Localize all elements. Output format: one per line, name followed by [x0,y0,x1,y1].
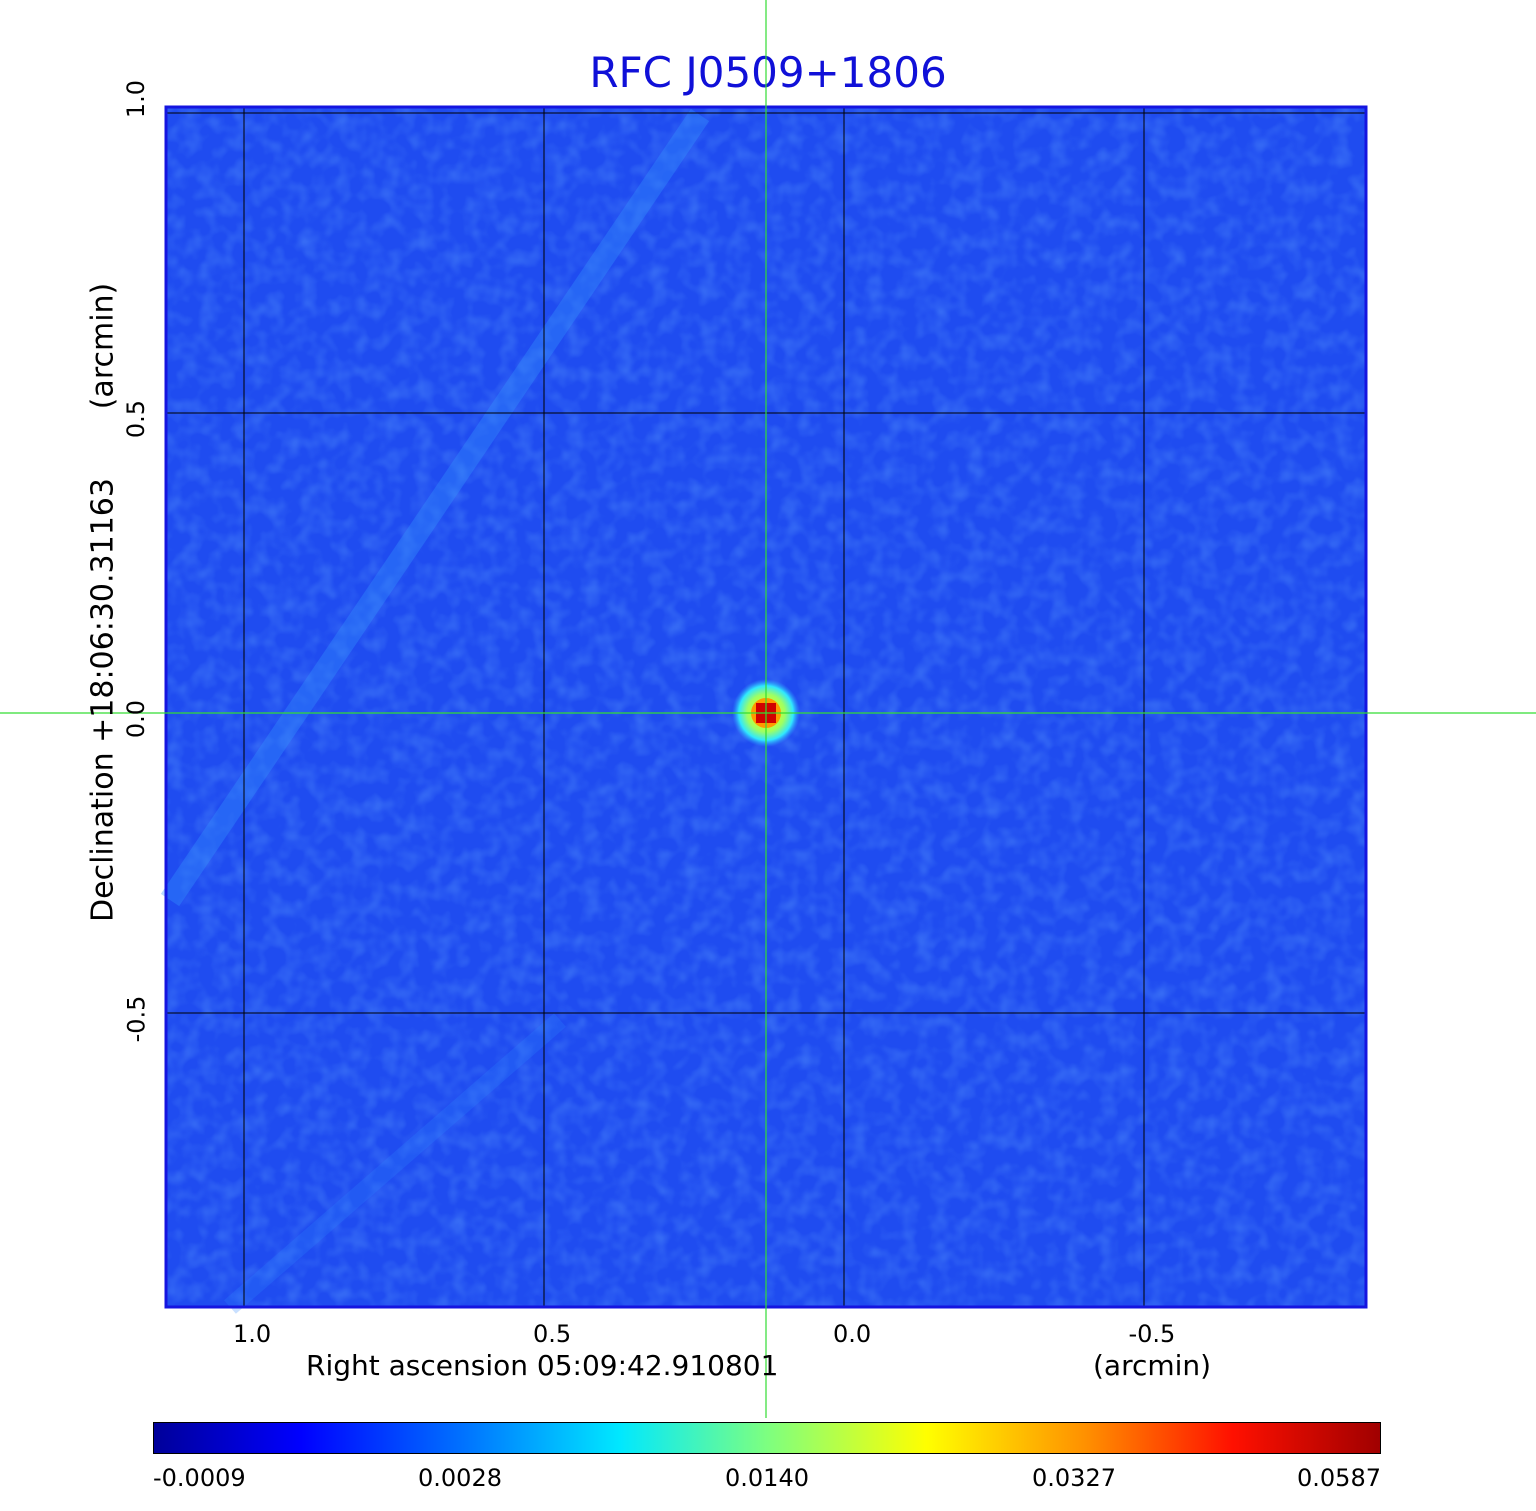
chart-title: RFC J0509+1806 [589,48,947,97]
x-tick-label: 0.0 [833,1320,872,1348]
colorbar-tick-label: 0.0028 [418,1464,502,1492]
x-tick-label: -0.5 [1128,1320,1176,1348]
y-axis-label: Declination +18:06:30.31163 [85,478,121,922]
x-tick-label: 1.0 [233,1320,272,1348]
crosshair [0,0,1536,1418]
x-tick-label: 0.5 [533,1320,572,1348]
y-tick-label: -0.5 [121,995,150,1043]
colorbar-tick-label: 0.0327 [1032,1464,1116,1492]
colorbar-tick-label: 0.0587 [1297,1464,1381,1492]
x-axis-label: Right ascension 05:09:42.910801 [306,1349,779,1382]
colorbar-tick-label: 0.0140 [725,1464,809,1492]
sidelobe-streak [160,108,710,907]
y-axis-unit: (arcmin) [85,282,121,410]
colorbar-tick-label: -0.0009 [153,1464,246,1492]
y-tick-label: 0.0 [122,699,151,739]
colorbar [153,1422,1381,1454]
source-blob [732,679,800,747]
y-tick-label: 0.5 [122,399,151,439]
sidelobe-streak-lower [224,1013,566,1314]
x-axis-unit: (arcmin) [1093,1349,1212,1382]
y-tick-label: 1.0 [122,79,151,119]
